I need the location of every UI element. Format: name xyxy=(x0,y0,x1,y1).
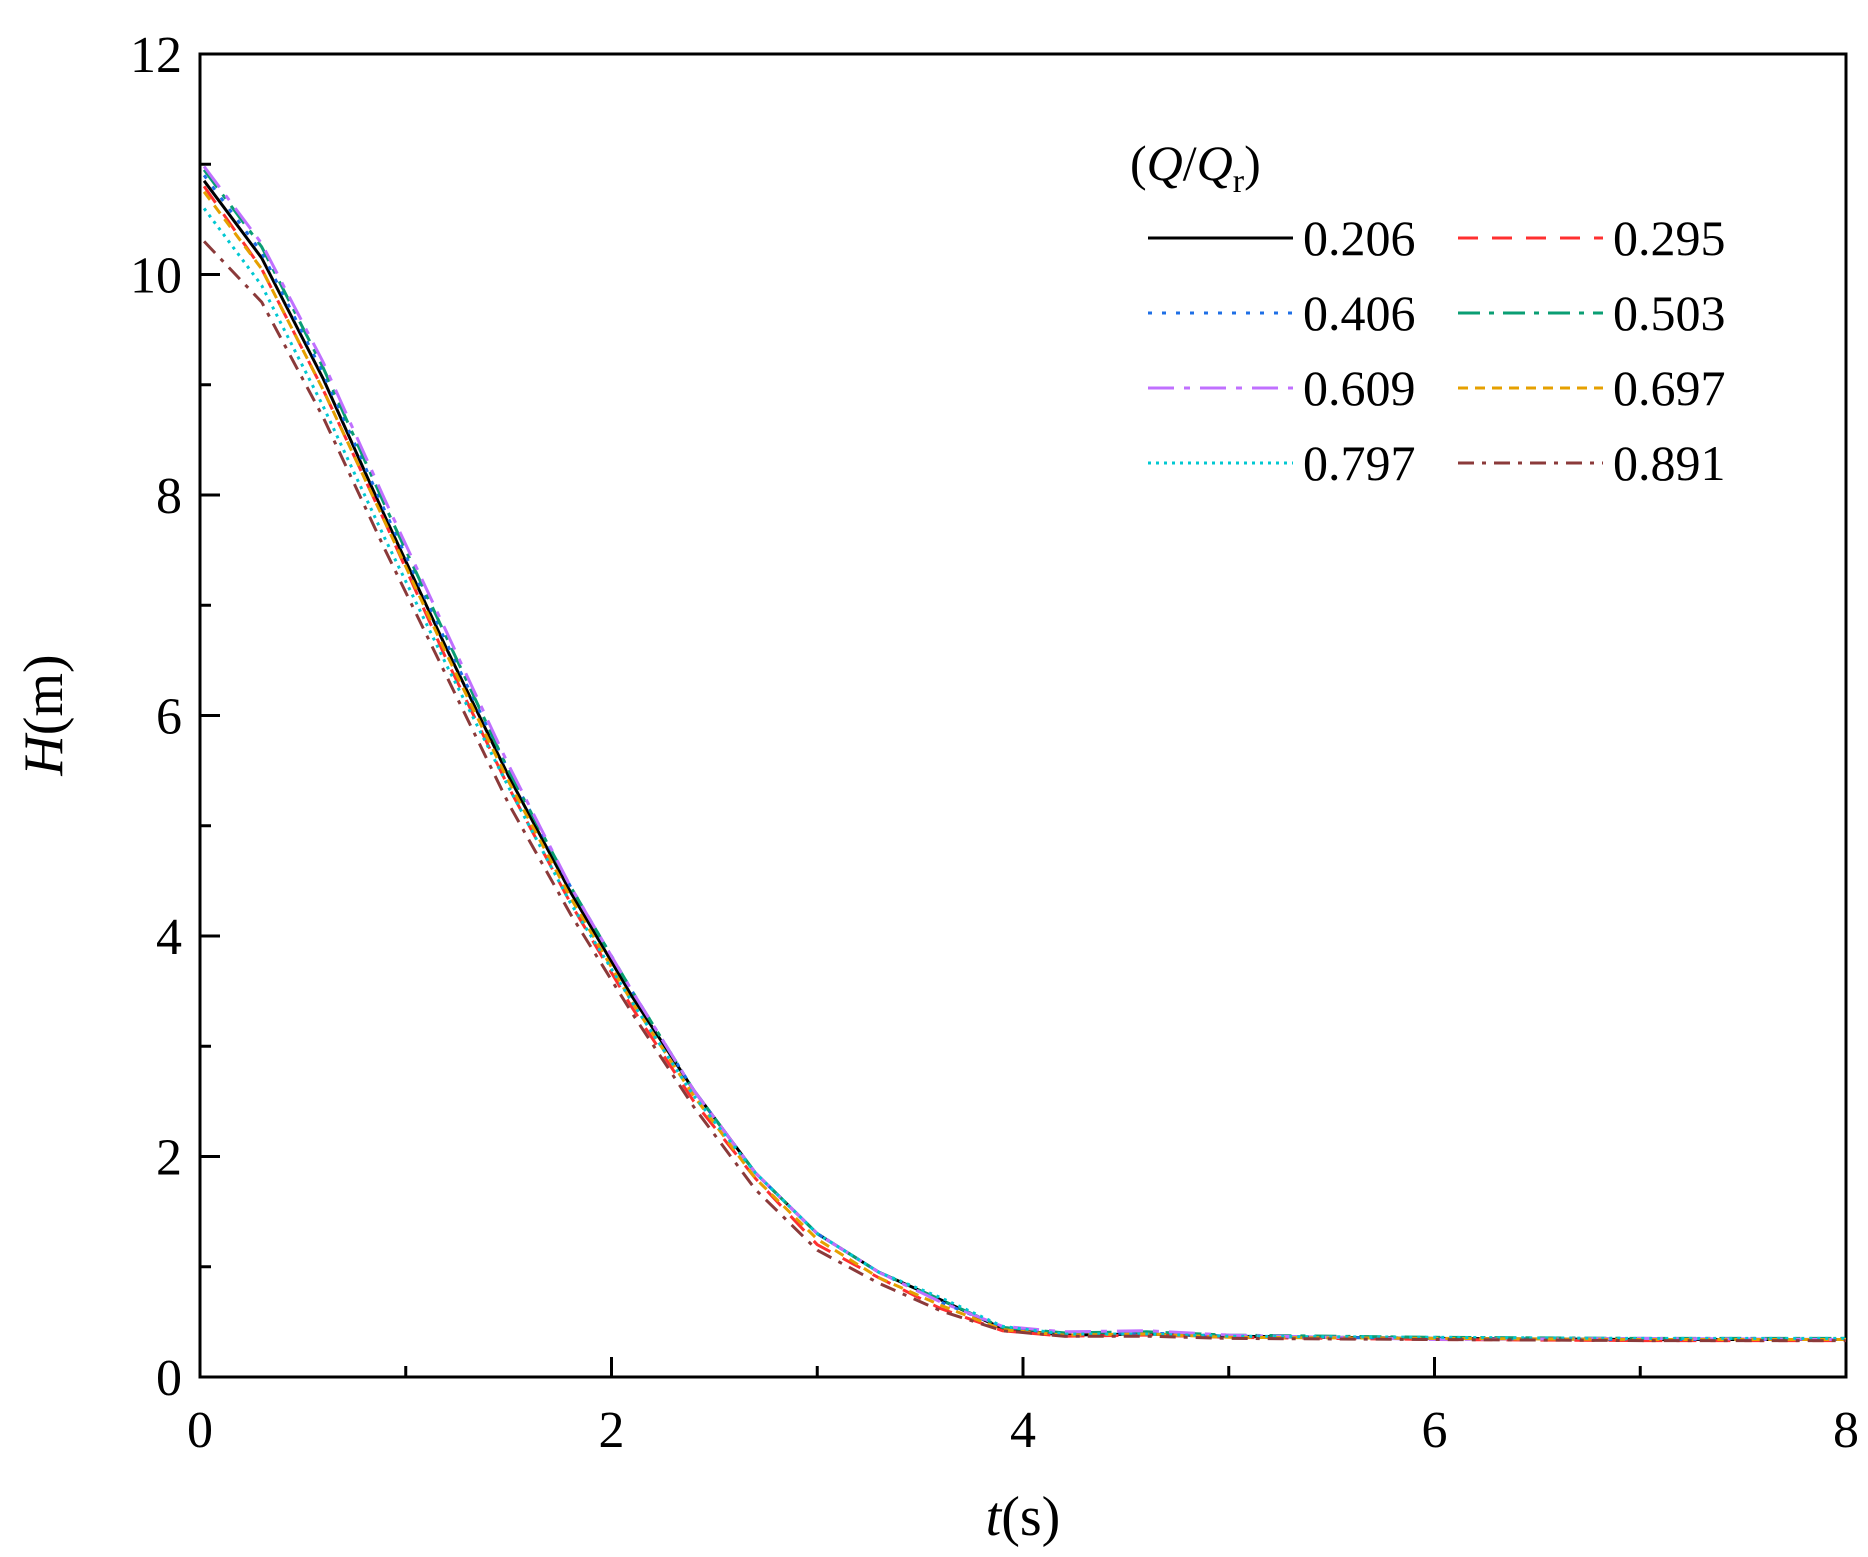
series-line-0.406 xyxy=(202,174,1846,1341)
y-tick-label: 10 xyxy=(130,248,182,305)
series-line-0.891 xyxy=(203,240,1846,1343)
legend-label-0.206: 0.206 xyxy=(1303,210,1416,266)
series-line-0.797 xyxy=(202,207,1846,1340)
x-axis-label: t(s) xyxy=(986,1486,1061,1548)
legend-label-0.797: 0.797 xyxy=(1303,435,1416,491)
y-tick-label: 6 xyxy=(156,689,182,746)
y-tick-label: 0 xyxy=(156,1350,182,1407)
legend: (Q/Qr) 0.206 0.295 0.406 0.503 0.609 0.697 0.7… xyxy=(1130,135,1726,491)
series-line-0.503 xyxy=(202,168,1846,1340)
y-tick-label: 2 xyxy=(156,1130,182,1187)
series-line-0.609 xyxy=(202,165,1847,1341)
tick-labels: 0 2 4 6 8 0 2 4 6 8 10 12 xyxy=(130,27,1859,1459)
legend-label-0.406: 0.406 xyxy=(1303,285,1416,341)
x-tick-label: 6 xyxy=(1422,1402,1448,1459)
x-tick-label: 0 xyxy=(187,1402,213,1459)
x-tick-label: 8 xyxy=(1833,1402,1859,1459)
tick-marks xyxy=(198,52,1848,1379)
y-tick-label: 4 xyxy=(156,909,182,966)
series-line-0.295 xyxy=(202,185,1846,1343)
legend-label-0.609: 0.609 xyxy=(1303,360,1416,416)
series-line-0.697 xyxy=(202,190,1846,1341)
series-line-0.206 xyxy=(202,179,1846,1341)
plot-frame xyxy=(198,52,1848,1379)
legend-label-0.503: 0.503 xyxy=(1613,285,1726,341)
legend-label-0.697: 0.697 xyxy=(1613,360,1726,416)
y-tick-label: 12 xyxy=(130,27,182,84)
legend-label-0.891: 0.891 xyxy=(1613,435,1726,491)
x-tick-label: 4 xyxy=(1010,1402,1036,1459)
series-layer xyxy=(202,165,1847,1343)
legend-entries: 0.206 0.295 0.406 0.503 0.609 0.697 0.797 0.891 xyxy=(1148,210,1726,491)
legend-title: (Q/Qr) xyxy=(1130,135,1261,200)
legend-label-0.295: 0.295 xyxy=(1613,210,1726,266)
y-axis-label: H(m) xyxy=(13,654,75,776)
y-tick-label: 8 xyxy=(156,468,182,525)
x-tick-label: 2 xyxy=(599,1402,625,1459)
